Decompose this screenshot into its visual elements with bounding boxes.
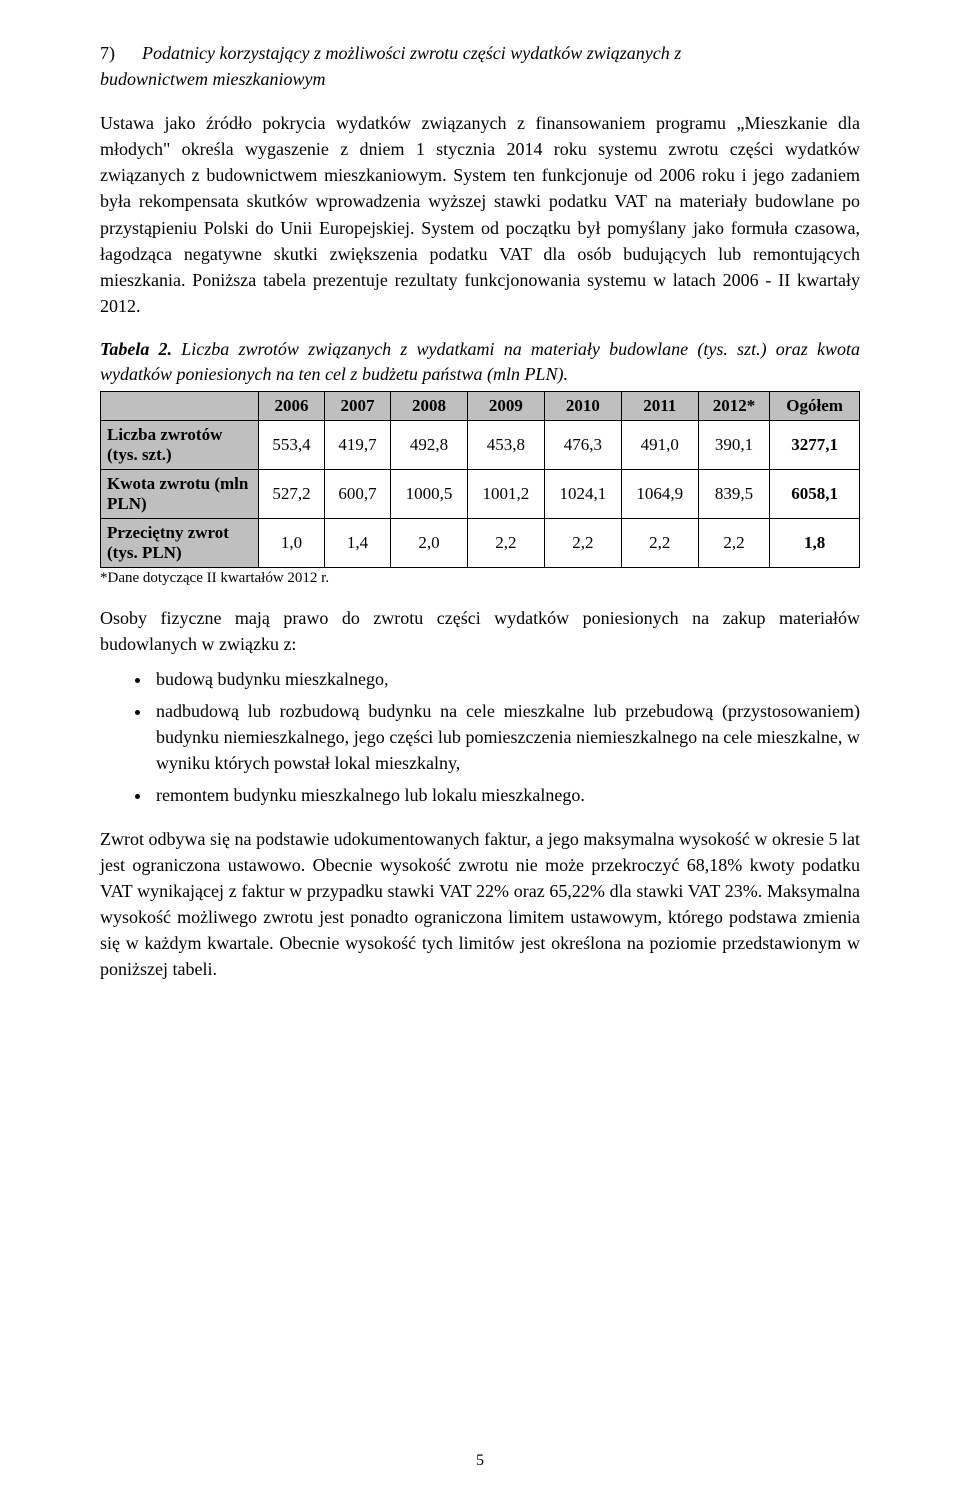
table-caption-number: Tabela 2. <box>100 339 172 359</box>
table-total: 6058,1 <box>770 470 860 519</box>
table-cell: 2,2 <box>621 519 698 568</box>
table-cell: 390,1 <box>698 421 769 470</box>
row-label: Kwota zwrotu (mln PLN) <box>101 470 259 519</box>
table-caption: Tabela 2. Liczba zwrotów związanych z wy… <box>100 337 860 387</box>
section-heading: 7) Podatnicy korzystający z możliwości z… <box>100 40 860 92</box>
table-row: Kwota zwrotu (mln PLN) 527,2 600,7 1000,… <box>101 470 860 519</box>
table-header: 2006 <box>259 392 325 421</box>
table-row: Liczba zwrotów (tys. szt.) 553,4 419,7 4… <box>101 421 860 470</box>
table-cell: 2,2 <box>467 519 544 568</box>
table-cell: 1000,5 <box>391 470 468 519</box>
table-cell: 453,8 <box>467 421 544 470</box>
table-header: 2009 <box>467 392 544 421</box>
table-header: Ogółem <box>770 392 860 421</box>
table-cell: 491,0 <box>621 421 698 470</box>
table-cell: 476,3 <box>544 421 621 470</box>
bullet-item: nadbudową lub rozbudową budynku na cele … <box>152 698 860 776</box>
table-cell: 1024,1 <box>544 470 621 519</box>
section-title-line2: budownictwem mieszkaniowym <box>100 69 325 89</box>
table-cell: 839,5 <box>698 470 769 519</box>
data-table: 2006 2007 2008 2009 2010 2011 2012* Ogół… <box>100 391 860 568</box>
paragraph-3: Zwrot odbywa się na podstawie udokumento… <box>100 826 860 983</box>
page-number: 5 <box>0 1452 960 1470</box>
table-cell: 492,8 <box>391 421 468 470</box>
bullet-list: budową budynku mieszkalnego, nadbudową l… <box>100 666 860 808</box>
table-header: 2012* <box>698 392 769 421</box>
table-header-row: 2006 2007 2008 2009 2010 2011 2012* Ogół… <box>101 392 860 421</box>
bullet-item: remontem budynku mieszkalnego lub lokalu… <box>152 782 860 808</box>
table-cell: 1001,2 <box>467 470 544 519</box>
table-cell: 1,4 <box>325 519 391 568</box>
table-footnote: *Dane dotyczące II kwartałów 2012 r. <box>100 570 860 587</box>
table-cell: 2,2 <box>698 519 769 568</box>
table-header: 2011 <box>621 392 698 421</box>
bullet-item: budową budynku mieszkalnego, <box>152 666 860 692</box>
table-header: 2008 <box>391 392 468 421</box>
table-row: Przeciętny zwrot (tys. PLN) 1,0 1,4 2,0 … <box>101 519 860 568</box>
paragraph-2: Osoby fizyczne mają prawo do zwrotu częś… <box>100 605 860 657</box>
table-cell: 1,0 <box>259 519 325 568</box>
table-cell: 2,2 <box>544 519 621 568</box>
section-number: 7) <box>100 43 115 63</box>
table-cell: 419,7 <box>325 421 391 470</box>
table-corner-cell <box>101 392 259 421</box>
table-total: 3277,1 <box>770 421 860 470</box>
row-label: Przeciętny zwrot (tys. PLN) <box>101 519 259 568</box>
table-total: 1,8 <box>770 519 860 568</box>
table-cell: 553,4 <box>259 421 325 470</box>
table-cell: 1064,9 <box>621 470 698 519</box>
section-title-line1: Podatnicy korzystający z możliwości zwro… <box>142 43 681 63</box>
table-caption-text: Liczba zwrotów związanych z wydatkami na… <box>100 339 860 384</box>
table-cell: 2,0 <box>391 519 468 568</box>
table-cell: 527,2 <box>259 470 325 519</box>
row-label: Liczba zwrotów (tys. szt.) <box>101 421 259 470</box>
table-header: 2010 <box>544 392 621 421</box>
table-cell: 600,7 <box>325 470 391 519</box>
paragraph-1: Ustawa jako źródło pokrycia wydatków zwi… <box>100 110 860 319</box>
table-header: 2007 <box>325 392 391 421</box>
